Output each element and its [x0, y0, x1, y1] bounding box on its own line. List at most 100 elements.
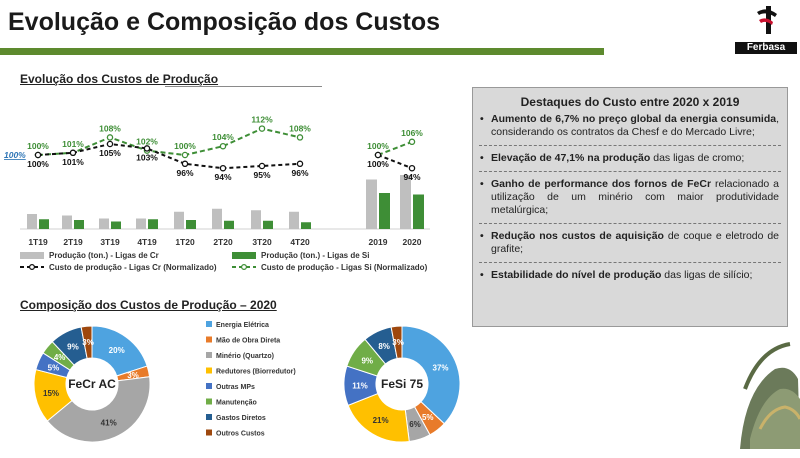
bar-cr: [62, 215, 72, 229]
highlight-text: de coque e eletrodo de grafite;: [491, 230, 779, 255]
fecr-donut-chart: 20%3%41%15%5%4%9% 3%FeCr AC: [33, 325, 151, 443]
highlight-item: Redução nos custos de aquisição de coque…: [473, 230, 787, 256]
data-label: 100%: [27, 141, 49, 151]
decorative-landscape-image: [720, 329, 800, 449]
pie-slice: [390, 325, 403, 360]
title-underline-bar: [0, 48, 604, 55]
bar-si: [379, 193, 390, 229]
data-label: 100%: [174, 141, 196, 151]
bar-si: [301, 222, 311, 229]
data-label: 112%: [251, 115, 273, 125]
legend-label: Manutenção: [216, 400, 257, 407]
page-title: Evolução e Composição dos Custos: [8, 8, 441, 36]
slice-label: 37%: [433, 363, 449, 372]
line-point: [408, 138, 416, 146]
slice-label: 9%: [361, 356, 373, 365]
line-point: [296, 134, 304, 141]
bar-cr: [174, 211, 184, 229]
legend-label: Custo de produção - Ligas Cr (Normalizad…: [49, 263, 217, 272]
legend-swatch: [206, 352, 212, 358]
legend-label: Outras MPs: [216, 384, 255, 391]
highlight-text: relacionado a utilização de um minério c…: [491, 178, 779, 216]
section-title-rule: [165, 86, 322, 87]
line-point: [181, 160, 189, 168]
pie-slice: [46, 376, 151, 443]
slice-label: 5%: [422, 413, 434, 422]
data-label: 95%: [253, 170, 270, 180]
slice-label: 15%: [43, 389, 59, 398]
line-point: [181, 151, 189, 159]
legend-swatch: [232, 252, 256, 259]
legend-swatch: [206, 414, 212, 420]
company-logo: Ferbasa: [735, 4, 797, 54]
pie-slice: [401, 325, 461, 425]
line-point: [34, 151, 42, 159]
series-line: [377, 154, 413, 170]
legend-label: Produção (ton.) - Ligas de Si: [261, 251, 369, 260]
x-tick-label: 2019: [369, 237, 388, 247]
ferbasa-logo-icon: [757, 6, 777, 34]
legend-marker: [29, 264, 36, 271]
data-label: 94%: [403, 172, 420, 182]
data-label: 94%: [214, 172, 231, 182]
highlight-bold: Estabilidade do nível de produção: [491, 269, 662, 281]
legend-label: Energia Elétrica: [216, 322, 269, 329]
highlight-item: Ganho de performance dos fornos de FeCr …: [473, 178, 787, 217]
divider: [479, 262, 781, 263]
line-point: [374, 151, 382, 159]
highlight-bold: Elevação de 47,1% na produção: [491, 152, 651, 164]
x-tick-label: 2T19: [63, 237, 83, 247]
production-costs-section-title: Evolução dos Custos de Produção: [20, 72, 219, 86]
x-tick-label: 3T19: [100, 237, 120, 247]
x-tick-label: 4T20: [290, 237, 310, 247]
highlight-bold: Redução nos custos de aquisição: [491, 230, 664, 242]
bar-si: [186, 220, 196, 229]
legend-swatch: [206, 429, 212, 436]
x-tick-label: 1T20: [175, 237, 195, 247]
bar-cr: [99, 218, 109, 229]
series-line: [377, 140, 413, 156]
legend-swatch: [206, 336, 212, 343]
slice-label: 5%: [48, 363, 60, 372]
line-point: [296, 160, 304, 168]
bar-cr: [366, 179, 377, 229]
donut-center-label: FeSi 75: [381, 377, 423, 391]
base-100-label: 100%: [4, 150, 26, 160]
data-label: 96%: [291, 168, 308, 178]
line-point: [219, 142, 227, 150]
data-label: 104%: [212, 132, 234, 142]
divider: [479, 171, 781, 172]
line-point: [219, 164, 227, 172]
line-point: [106, 140, 114, 148]
slice-label: 41%: [101, 419, 117, 428]
highlight-bold: Ganho de performance dos fornos de FeCr: [491, 178, 712, 190]
bar-si: [413, 194, 424, 229]
slice-label: 11%: [352, 381, 368, 390]
bar-cr: [289, 211, 299, 229]
bar-cr: [136, 218, 146, 229]
divider: [479, 145, 781, 146]
highlight-text: , considerando os contratos da Chesf e d…: [491, 113, 779, 138]
legend-label: Redutores (Biorredutor): [216, 369, 296, 376]
highlight-text: das ligas de silício;: [661, 269, 753, 281]
data-label: 100%: [367, 159, 389, 169]
legend-label: Outros Custos: [216, 431, 265, 438]
legend-label: Custo de produção - Ligas Si (Normalizad…: [261, 263, 428, 272]
bar-cr: [400, 175, 411, 229]
line-point: [143, 145, 151, 152]
fesi-donut-chart: 37% 5%6% 21% 11% 9% 8% 3% FeSi 75: [343, 325, 461, 443]
data-label: 108%: [289, 123, 311, 133]
data-label: 96%: [176, 168, 193, 178]
data-label: 103%: [136, 152, 158, 162]
data-label: 100%: [367, 141, 389, 151]
line-point: [69, 149, 77, 157]
slice-label: 3%: [392, 338, 404, 347]
highlight-text: das ligas de cromo;: [650, 152, 745, 164]
slice-label: 3%: [127, 371, 139, 380]
data-label: 108%: [99, 123, 121, 133]
x-tick-label: 2T20: [213, 237, 233, 247]
series-line: [37, 127, 301, 157]
bar-cr: [212, 208, 222, 229]
slice-label: 21%: [373, 416, 389, 425]
pie-slice: [80, 325, 93, 360]
